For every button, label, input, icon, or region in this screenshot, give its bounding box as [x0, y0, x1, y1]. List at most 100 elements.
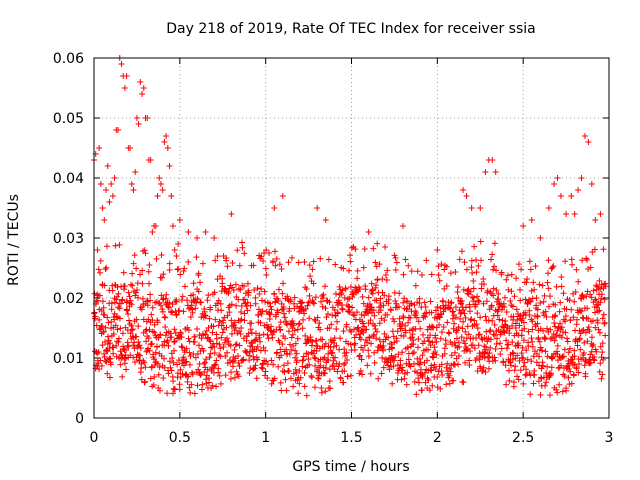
- data-point: [568, 380, 575, 387]
- data-point: [264, 361, 271, 368]
- data-point: [93, 322, 100, 329]
- data-point: [368, 304, 375, 311]
- data-point: [350, 311, 357, 318]
- data-point: [585, 139, 592, 145]
- data-point: [225, 338, 232, 345]
- data-point: [429, 339, 436, 346]
- data-point: [248, 320, 255, 327]
- data-point: [246, 370, 253, 377]
- data-point: [331, 335, 338, 342]
- data-point: [186, 338, 193, 345]
- data-point: [322, 340, 329, 347]
- data-point: [460, 187, 467, 193]
- data-point: [163, 339, 170, 346]
- data-point: [537, 299, 544, 306]
- data-point: [566, 345, 573, 352]
- data-point: [334, 318, 341, 325]
- data-point: [226, 285, 233, 292]
- data-point: [433, 351, 440, 358]
- data-point: [170, 347, 177, 354]
- data-point: [427, 366, 434, 373]
- data-point: [476, 350, 483, 357]
- data-point: [551, 320, 558, 327]
- data-point: [160, 375, 167, 382]
- data-point: [332, 261, 339, 268]
- data-point: [558, 273, 565, 280]
- data-point: [511, 293, 518, 300]
- data-point: [481, 350, 488, 357]
- data-point: [184, 378, 191, 385]
- data-point: [458, 248, 465, 255]
- data-point: [266, 310, 273, 317]
- data-point: [520, 363, 527, 370]
- data-point: [436, 277, 443, 284]
- data-point: [581, 339, 588, 346]
- data-point: [414, 268, 421, 275]
- data-point: [602, 283, 609, 290]
- data-point: [185, 373, 192, 380]
- data-point: [538, 375, 545, 382]
- data-point: [417, 325, 424, 332]
- data-point: [322, 388, 329, 395]
- data-point: [391, 357, 398, 364]
- data-point: [588, 181, 595, 187]
- data-point: [369, 290, 376, 297]
- data-point: [227, 375, 234, 382]
- data-point: [281, 314, 288, 321]
- data-point: [493, 287, 500, 294]
- data-point: [536, 338, 543, 345]
- data-point: [455, 361, 462, 368]
- data-point: [177, 366, 184, 373]
- data-point: [325, 357, 332, 364]
- data-point: [310, 280, 317, 287]
- data-point: [141, 247, 148, 254]
- data-point: [571, 353, 578, 360]
- data-point: [574, 316, 581, 323]
- data-point: [415, 318, 422, 325]
- data-point: [234, 247, 241, 254]
- data-point: [470, 285, 477, 292]
- data-point: [230, 287, 237, 294]
- data-point: [99, 298, 106, 305]
- data-point: [237, 286, 244, 293]
- data-point: [327, 385, 334, 392]
- data-point: [159, 187, 166, 193]
- data-point: [434, 303, 441, 310]
- data-point: [303, 392, 310, 399]
- data-point: [465, 331, 472, 338]
- data-point: [159, 308, 166, 315]
- data-point: [503, 381, 510, 388]
- data-point: [123, 306, 130, 313]
- data-point: [532, 263, 539, 270]
- data-point: [158, 292, 165, 299]
- data-point: [543, 313, 550, 320]
- data-point: [331, 365, 338, 372]
- data-point: [333, 325, 340, 332]
- data-point: [510, 350, 517, 357]
- data-point: [139, 267, 146, 274]
- data-point: [427, 298, 434, 305]
- data-point: [462, 328, 469, 335]
- data-point: [457, 315, 464, 322]
- x-axis-label: GPS time / hours: [292, 459, 409, 475]
- data-point: [463, 193, 470, 199]
- data-point: [404, 369, 411, 376]
- data-point: [186, 384, 193, 391]
- data-point: [551, 313, 558, 320]
- data-point: [408, 300, 415, 307]
- data-point: [201, 368, 208, 375]
- data-point: [556, 308, 563, 315]
- data-point: [399, 367, 406, 374]
- data-point: [137, 352, 144, 359]
- data-point: [595, 326, 602, 333]
- data-point: [473, 321, 480, 328]
- data-point: [592, 217, 599, 223]
- data-point: [528, 358, 535, 365]
- data-point: [312, 355, 319, 362]
- data-point: [507, 298, 514, 305]
- data-point: [244, 299, 251, 306]
- data-point: [380, 302, 387, 309]
- data-point: [390, 363, 397, 370]
- data-point: [503, 276, 510, 283]
- data-point: [200, 347, 207, 354]
